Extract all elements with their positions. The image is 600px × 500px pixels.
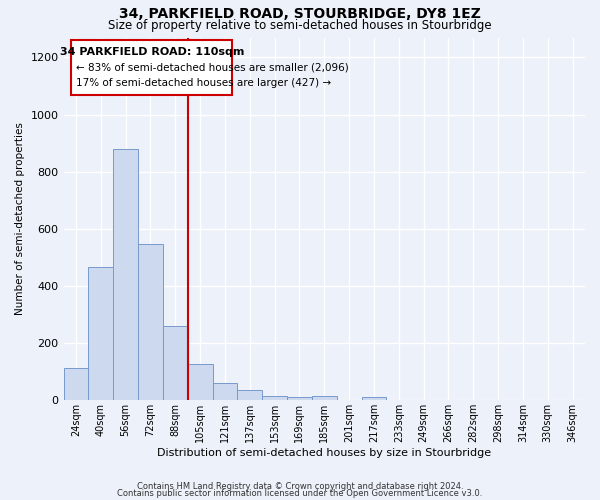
Bar [188,364,212,400]
Bar [138,244,163,400]
Bar [362,397,386,400]
Text: Contains public sector information licensed under the Open Government Licence v3: Contains public sector information licen… [118,489,482,498]
Text: 17% of semi-detached houses are larger (427) →: 17% of semi-detached houses are larger (… [76,78,331,88]
Text: 34, PARKFIELD ROAD, STOURBRIDGE, DY8 1EZ: 34, PARKFIELD ROAD, STOURBRIDGE, DY8 1EZ [119,8,481,22]
Bar [287,397,312,400]
Bar [238,390,262,400]
Bar [113,149,138,400]
X-axis label: Distribution of semi-detached houses by size in Stourbridge: Distribution of semi-detached houses by … [157,448,491,458]
Bar [262,396,287,400]
Y-axis label: Number of semi-detached properties: Number of semi-detached properties [15,122,25,315]
Text: 34 PARKFIELD ROAD: 110sqm: 34 PARKFIELD ROAD: 110sqm [59,46,244,56]
Bar [88,267,113,400]
Bar [64,368,88,400]
Bar [212,382,238,400]
Text: Contains HM Land Registry data © Crown copyright and database right 2024.: Contains HM Land Registry data © Crown c… [137,482,463,491]
Text: ← 83% of semi-detached houses are smaller (2,096): ← 83% of semi-detached houses are smalle… [76,62,349,72]
Text: Size of property relative to semi-detached houses in Stourbridge: Size of property relative to semi-detach… [108,19,492,32]
Bar [163,326,188,400]
Bar [312,396,337,400]
FancyBboxPatch shape [71,40,232,94]
